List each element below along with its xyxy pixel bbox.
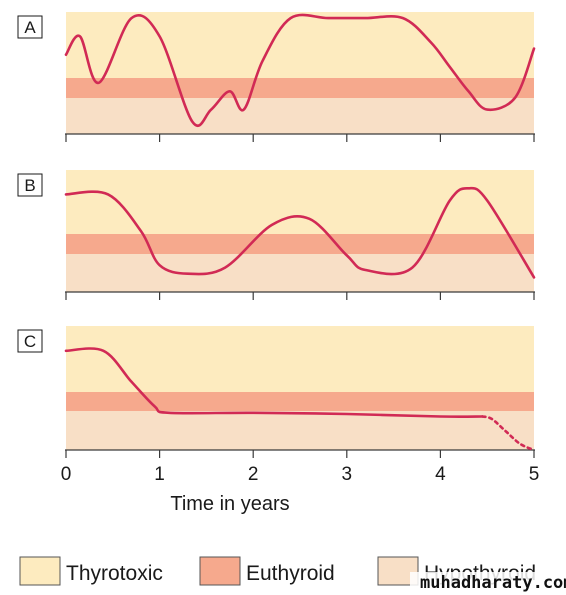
x-tick-label: 2 bbox=[248, 464, 259, 485]
panel-a-curve bbox=[64, 13, 536, 128]
panel-b: B bbox=[17, 170, 536, 300]
panel-a-letter: A bbox=[24, 18, 36, 37]
x-axis-tick-labels: 0 1 2 3 4 5 bbox=[61, 464, 540, 485]
legend-label-thyrotoxic: Thyrotoxic bbox=[66, 562, 163, 585]
panel-b-letter: B bbox=[24, 176, 35, 195]
panel-a-euthyroid-zone bbox=[66, 78, 534, 98]
panel-c-curve bbox=[64, 347, 484, 418]
legend-label-euthyroid: Euthyroid bbox=[246, 562, 335, 585]
panel-c: C bbox=[17, 326, 536, 458]
panel-b-thyrotoxic-zone bbox=[66, 170, 534, 234]
x-tick-label: 3 bbox=[342, 464, 353, 485]
panel-b-curve bbox=[64, 186, 536, 279]
panel-b-letter-box bbox=[17, 173, 43, 197]
panel-c-letter-box bbox=[17, 329, 43, 353]
panel-a-ticks bbox=[65, 134, 535, 142]
panel-a-thyrotoxic-zone bbox=[66, 12, 534, 78]
x-tick-label: 1 bbox=[154, 464, 165, 485]
panel-b-ticks bbox=[65, 292, 535, 300]
panel-b-hypothyroid-zone bbox=[66, 254, 534, 292]
watermark-backdrop bbox=[410, 572, 562, 594]
x-tick-label: 0 bbox=[61, 464, 72, 485]
legend-swatch-thyrotoxic bbox=[19, 556, 61, 586]
panel-c-letter: C bbox=[24, 332, 36, 351]
x-axis-title: Time in years bbox=[170, 493, 289, 515]
panel-c-thyrotoxic-zone bbox=[66, 326, 534, 392]
panel-c-ticks bbox=[65, 450, 535, 458]
legend-swatch-euthyroid bbox=[199, 556, 241, 586]
watermark-text: muhadharaty.com bbox=[420, 573, 566, 593]
panel-c-curve-projected bbox=[481, 415, 536, 452]
panel-a-letter-box bbox=[17, 15, 43, 39]
panel-b-euthyroid-zone bbox=[66, 234, 534, 254]
panel-c-euthyroid-zone bbox=[66, 392, 534, 411]
panel-a: A bbox=[17, 12, 536, 142]
x-tick-label: 5 bbox=[529, 464, 540, 485]
panel-a-hypothyroid-zone bbox=[66, 98, 534, 134]
x-tick-label: 4 bbox=[435, 464, 446, 485]
